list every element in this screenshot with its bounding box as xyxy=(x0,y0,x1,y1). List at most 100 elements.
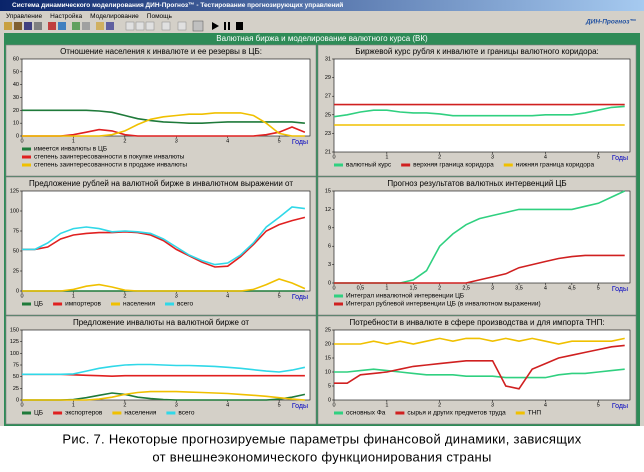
y-tick-label: 60 xyxy=(13,56,19,62)
series-line xyxy=(22,126,306,137)
legend-swatch xyxy=(166,411,176,415)
y-tick-label: 125 xyxy=(10,339,19,345)
legend-swatch xyxy=(165,302,175,306)
legend-label: ТНП xyxy=(528,410,542,417)
y-tick-label: 29 xyxy=(325,75,331,81)
legend-swatch xyxy=(22,147,31,151)
y-tick-label: 25 xyxy=(13,268,19,274)
x-tick-label: 5 xyxy=(597,402,600,408)
menu-item[interactable]: Помощь xyxy=(147,13,173,20)
y-tick-label: 5 xyxy=(328,383,331,389)
legend-label: экспортеров xyxy=(65,410,103,417)
play-button[interactable] xyxy=(212,22,219,30)
menu-item[interactable]: Управление xyxy=(6,13,43,20)
menu-item[interactable]: Настройка xyxy=(50,12,82,20)
legend-label: степень заинтересованности в покупке инв… xyxy=(34,154,185,161)
tool-button[interactable] xyxy=(96,22,104,30)
series-line xyxy=(22,390,305,401)
x-tick-label: 1 xyxy=(385,154,388,160)
series-line xyxy=(334,254,625,284)
x-tick-label: 2 xyxy=(438,285,441,291)
legend-label: всего xyxy=(177,301,193,308)
window-title: Система динамического моделирования ДИН-… xyxy=(12,1,343,9)
x-tick-label: 0 xyxy=(332,154,335,160)
pause-button[interactable] xyxy=(228,22,230,30)
y-tick-label: 100 xyxy=(10,351,19,357)
legend-swatch xyxy=(395,411,405,415)
x-tick-label: 5 xyxy=(278,138,281,144)
legend-swatch xyxy=(22,163,31,167)
x-tick-label: 0 xyxy=(332,285,335,291)
x-tick-label: 2 xyxy=(123,138,126,144)
tool-button[interactable] xyxy=(145,21,155,31)
x-tick-label: 1 xyxy=(72,293,75,299)
tool-button[interactable] xyxy=(135,21,145,31)
x-axis-label: Годы xyxy=(292,294,308,301)
x-tick-label: 0 xyxy=(332,402,335,408)
tool-button[interactable] xyxy=(72,22,80,30)
x-tick-label: 1 xyxy=(72,138,75,144)
x-tick-label: 5 xyxy=(278,293,281,299)
tool-button[interactable] xyxy=(161,21,171,31)
x-tick-label: 1 xyxy=(385,402,388,408)
chart-title: Биржевой курс рубля к инвалюте и границы… xyxy=(355,47,598,56)
series-line xyxy=(334,337,625,345)
tool-button[interactable] xyxy=(24,22,32,30)
series-line xyxy=(22,216,306,268)
x-tick-label: 1 xyxy=(385,285,388,291)
x-tick-label: 4 xyxy=(226,293,229,299)
x-tick-label: 0,5 xyxy=(357,285,365,291)
chart-title: Потребности в инвалюте в сфере производс… xyxy=(349,318,604,327)
y-tick-label: 150 xyxy=(10,327,19,333)
x-tick-label: 3 xyxy=(175,402,178,408)
tool-button[interactable] xyxy=(177,21,187,31)
y-tick-label: 100 xyxy=(10,208,19,214)
tool-button[interactable] xyxy=(34,22,42,30)
x-tick-label: 1,5 xyxy=(409,285,417,291)
legend-swatch xyxy=(401,163,411,167)
tool-button[interactable] xyxy=(125,21,135,31)
legend-swatch xyxy=(515,411,525,415)
x-tick-label: 5 xyxy=(278,402,281,408)
series-line xyxy=(334,368,625,379)
legend-label: ЦБ xyxy=(34,301,43,308)
y-tick-label: 12 xyxy=(325,207,331,213)
tool-button[interactable] xyxy=(58,22,66,30)
tool-button[interactable] xyxy=(14,22,22,30)
menu-bar: Управление Настройка Моделирование Помощь xyxy=(6,12,172,20)
tool-button[interactable] xyxy=(106,22,114,30)
tool-button[interactable] xyxy=(192,20,204,32)
legend-label: основных Фа xyxy=(346,410,386,417)
y-tick-label: 0 xyxy=(16,397,19,403)
stop-button[interactable] xyxy=(236,22,243,30)
y-tick-label: 9 xyxy=(328,225,331,231)
x-tick-label: 4 xyxy=(544,402,547,408)
x-tick-label: 3 xyxy=(491,154,494,160)
y-tick-label: 31 xyxy=(325,56,331,62)
menu-item[interactable]: Моделирование xyxy=(90,13,139,20)
plot-area xyxy=(21,58,311,137)
tool-button[interactable] xyxy=(82,22,90,30)
legend-swatch xyxy=(334,411,343,415)
y-tick-label: 0 xyxy=(16,133,19,139)
y-tick-label: 40 xyxy=(13,82,19,88)
y-tick-label: 75 xyxy=(13,362,19,368)
x-tick-label: 3 xyxy=(491,402,494,408)
x-tick-label: 2 xyxy=(123,293,126,299)
x-tick-label: 2,5 xyxy=(462,285,470,291)
title-bar xyxy=(0,0,644,11)
series-line xyxy=(22,278,306,292)
x-tick-label: 5 xyxy=(597,154,600,160)
pause-button[interactable] xyxy=(224,22,226,30)
y-tick-label: 10 xyxy=(13,121,19,127)
tool-button[interactable] xyxy=(48,22,56,30)
series-line xyxy=(22,112,305,137)
legend-label: степень заинтересованности в продаже инв… xyxy=(34,162,187,169)
plot-area xyxy=(333,58,631,153)
legend-swatch xyxy=(22,155,31,159)
tool-button[interactable] xyxy=(4,22,12,30)
x-tick-label: 2 xyxy=(438,402,441,408)
y-tick-label: 27 xyxy=(325,94,331,100)
